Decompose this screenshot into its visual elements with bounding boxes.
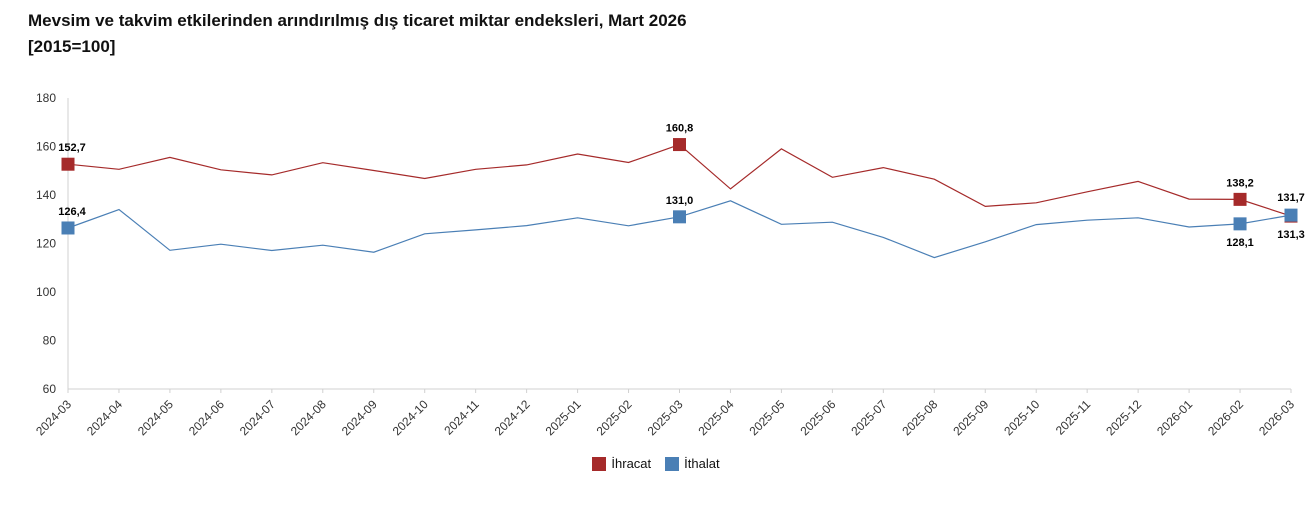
data-label-ithalat: 126,4 xyxy=(58,206,86,218)
legend-label-ihracat: İhracat xyxy=(611,456,652,471)
x-tick-label: 2026-01 xyxy=(1154,397,1195,438)
x-tick-label: 2024-11 xyxy=(441,397,482,438)
y-tick-label: 120 xyxy=(36,237,56,251)
chart-title: Mevsim ve takvim etkilerinden arındırılm… xyxy=(28,8,687,60)
x-tick-label: 2024-12 xyxy=(492,397,533,438)
data-marker-ihracat xyxy=(61,157,75,171)
x-tick-label: 2025-09 xyxy=(950,397,991,438)
x-tick-label: 2024-03 xyxy=(33,397,74,438)
x-tick-label: 2025-12 xyxy=(1103,397,1144,438)
x-tick-label: 2026-02 xyxy=(1205,397,1246,438)
data-label-ithalat: 128,1 xyxy=(1226,237,1254,249)
x-tick-label: 2025-02 xyxy=(594,397,635,438)
x-tick-label: 2025-07 xyxy=(848,397,889,438)
x-tick-label: 2025-11 xyxy=(1053,397,1094,438)
x-tick-label: 2025-05 xyxy=(746,397,787,438)
data-marker-ithalat xyxy=(1233,217,1247,231)
x-tick-label: 2024-04 xyxy=(84,397,125,438)
y-axis-ticks: 60 80 100 120 140 160 180 xyxy=(36,91,56,396)
series-markers xyxy=(61,138,1298,235)
series-line-ithalat xyxy=(67,200,1292,259)
x-tick-label: 2025-06 xyxy=(797,397,838,438)
legend-swatch-ihracat xyxy=(592,456,607,471)
x-tick-label: 2024-06 xyxy=(186,397,227,438)
data-label-ihracat: 152,7 xyxy=(58,142,86,154)
data-label-ihracat: 160,8 xyxy=(666,123,694,135)
data-marker-ithalat xyxy=(673,210,686,224)
x-tick-label: 2026-03 xyxy=(1256,397,1297,438)
y-tick-label: 160 xyxy=(36,140,56,154)
x-tick-label: 2025-10 xyxy=(1001,397,1042,438)
legend-swatch-ithalat xyxy=(665,456,680,471)
legend-label-ithalat: İthalat xyxy=(684,456,720,471)
y-tick-label: 140 xyxy=(36,188,56,202)
x-tick-label: 2025-08 xyxy=(899,397,940,438)
x-tick-label: 2024-09 xyxy=(339,397,380,438)
legend-item-ithalat[interactable]: İthalat xyxy=(665,456,720,471)
data-labels: 152,7 160,8 138,2 131,3 126,4 131,0 128,1 131,7 xyxy=(58,123,1305,249)
x-tick-label: 2025-01 xyxy=(543,397,584,438)
legend-item-ihracat[interactable]: İhracat xyxy=(592,456,651,471)
x-tick-label: 2024-07 xyxy=(237,397,278,438)
y-tick-label: 100 xyxy=(36,285,56,299)
y-tick-label: 80 xyxy=(43,334,57,348)
chart-title-line1: Mevsim ve takvim etkilerinden arındırılm… xyxy=(28,11,687,30)
x-tick-label: 2025-04 xyxy=(696,397,737,438)
chart-title-line2: [2015=100] xyxy=(28,37,116,56)
data-marker-ithalat xyxy=(1284,208,1298,222)
data-marker-ithalat xyxy=(61,221,75,235)
x-axis-ticks: 2024-03 2024-04 2024-05 2024-06 2024-07 2024-… xyxy=(33,389,1297,438)
data-label-ithalat: 131,7 xyxy=(1277,192,1305,204)
x-tick-label: 2024-08 xyxy=(288,397,329,438)
x-tick-label: 2025-03 xyxy=(645,397,686,438)
y-tick-label: 180 xyxy=(36,91,56,105)
x-tick-label: 2024-05 xyxy=(135,397,176,438)
data-marker-ihracat xyxy=(1233,192,1247,206)
y-tick-label: 60 xyxy=(43,382,57,396)
data-label-ihracat: 138,2 xyxy=(1226,177,1254,189)
data-marker-ihracat xyxy=(673,138,686,152)
data-label-ihracat: 131,3 xyxy=(1277,229,1305,241)
x-tick-label: 2024-10 xyxy=(390,397,431,438)
data-label-ithalat: 131,0 xyxy=(666,195,694,207)
legend: İhracat İthalat xyxy=(0,456,1312,471)
